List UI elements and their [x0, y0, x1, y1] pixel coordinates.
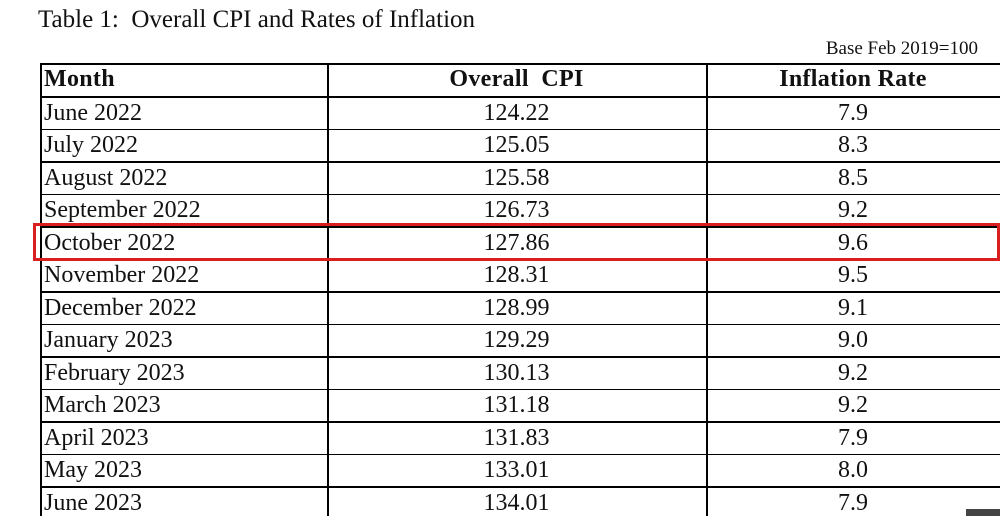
table-cell: 9.2 [838, 359, 868, 386]
table-cell: 124.22 [483, 99, 550, 126]
row-border [40, 356, 1000, 358]
table-cell: 125.05 [483, 132, 550, 158]
row-border [40, 421, 1000, 423]
table-cell: June 2023 [44, 489, 142, 516]
table-cell: August 2022 [44, 164, 168, 191]
row-border [40, 486, 1000, 488]
table-cell: June 2022 [44, 99, 142, 126]
row-border [40, 161, 1000, 163]
table-cell: 7.9 [838, 424, 868, 451]
scrollbar-corner [966, 509, 1000, 516]
base-note: Base Feb 2019=100 [825, 38, 978, 59]
table-cell: 7.9 [838, 489, 868, 516]
table-top-border [40, 63, 1000, 65]
row-border [40, 453, 1000, 455]
table-cell: July 2022 [44, 132, 139, 158]
row-border [40, 226, 1000, 228]
row-border [40, 323, 1000, 325]
table-cell: April 2023 [44, 424, 149, 451]
table-cell: 9.2 [838, 197, 868, 223]
table-cell: 133.01 [483, 457, 550, 483]
header-cell: Overall CPI [449, 66, 584, 92]
table-cell: 9.2 [838, 392, 868, 418]
row-border [40, 388, 1000, 390]
column-border [40, 63, 42, 516]
header-cell: Month [44, 66, 115, 92]
table-cell: December 2022 [44, 294, 197, 321]
table-cell: September 2022 [44, 197, 201, 223]
table-cell: November 2022 [44, 262, 200, 288]
column-border [327, 63, 329, 516]
table-cell: 129.29 [483, 327, 550, 353]
column-border [706, 63, 708, 516]
header-cell: Inflation Rate [779, 66, 927, 92]
table-cell: 126.73 [483, 197, 550, 223]
table-cell: 9.1 [838, 294, 868, 321]
table-cell: 130.13 [483, 359, 550, 386]
row-border [40, 128, 1000, 130]
table-cell: 9.6 [838, 229, 868, 256]
table-cell: 9.5 [838, 262, 868, 288]
table-cell: 8.0 [838, 457, 868, 483]
table-cell: 128.99 [483, 294, 550, 321]
table-cell: May 2023 [44, 457, 142, 483]
row-border [40, 193, 1000, 195]
table-cell: January 2023 [44, 327, 173, 353]
table-cell: March 2023 [44, 392, 161, 418]
table-cell: February 2023 [44, 359, 185, 386]
header-border [40, 96, 1000, 98]
table-cell: 134.01 [483, 489, 550, 516]
table-cell: 131.18 [483, 392, 550, 418]
table-cell: 127.86 [483, 229, 550, 256]
highlight-box [33, 223, 1000, 261]
table-cell: October 2022 [44, 229, 176, 256]
table-cell: 7.9 [838, 99, 868, 126]
table-cell: 8.3 [838, 132, 868, 158]
table-title: Table 1: Overall CPI and Rates of Inflat… [38, 6, 476, 33]
table-cell: 8.5 [838, 164, 868, 191]
table-cell: 131.83 [483, 424, 550, 451]
table-cell: 9.0 [838, 327, 868, 353]
row-border [40, 291, 1000, 293]
table-cell: 125.58 [483, 164, 550, 191]
table-cell: 128.31 [483, 262, 550, 288]
